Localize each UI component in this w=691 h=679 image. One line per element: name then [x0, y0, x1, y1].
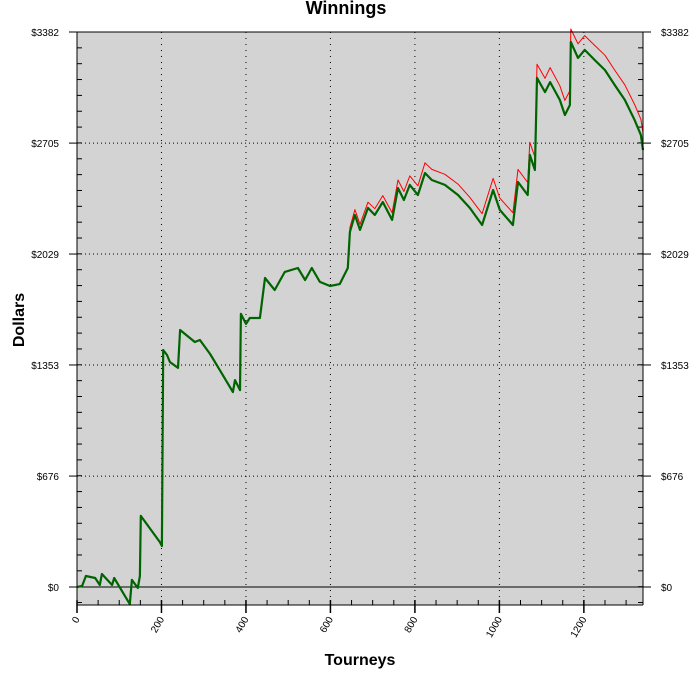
y-tick-label-right: $1353 — [661, 361, 689, 372]
y-tick-label-right: $0 — [661, 583, 673, 594]
axis-ticks — [69, 31, 651, 613]
y-tick-label-right: $2029 — [661, 250, 689, 261]
x-tick-label: 0 — [70, 615, 83, 626]
x-tick-label: 1200 — [569, 615, 590, 640]
x-tick-label: 400 — [234, 615, 252, 635]
plot-area — [77, 32, 643, 605]
x-tick-label: 1000 — [484, 615, 505, 640]
y-tick-label-left: $676 — [37, 472, 60, 483]
y-tick-label-right: $2705 — [661, 139, 689, 150]
x-tick-label: 800 — [403, 615, 421, 635]
y-tick-label-left: $0 — [48, 583, 60, 594]
y-axis-title: Dollars — [11, 293, 28, 347]
series-lines — [76, 28, 645, 606]
y-tick-label-left: $3382 — [31, 28, 59, 39]
series-line-green — [76, 40, 645, 606]
y-tick-label-right: $676 — [661, 472, 684, 483]
y-tick-label-left: $2029 — [31, 250, 59, 261]
y-tick-label-left: $1353 — [31, 361, 59, 372]
y-tick-label-right: $3382 — [661, 28, 689, 39]
y-tick-label-left: $2705 — [31, 139, 59, 150]
x-tick-label: 600 — [318, 615, 336, 635]
x-tick-label: 200 — [149, 615, 167, 635]
chart-title: Winnings — [306, 0, 387, 18]
x-axis-title: Tourneys — [325, 652, 396, 669]
grid-lines — [77, 32, 643, 605]
